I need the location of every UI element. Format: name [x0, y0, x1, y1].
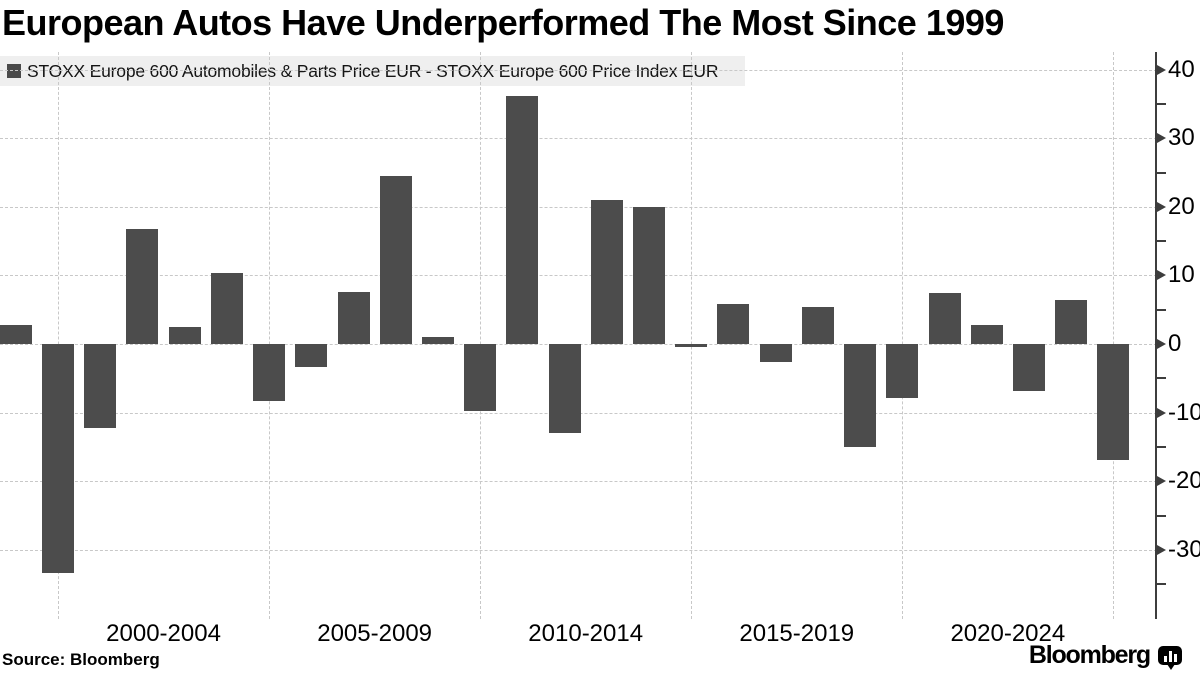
bar-2012 — [548, 344, 581, 434]
bar-2003 — [168, 326, 201, 344]
bar-2024 — [1055, 300, 1088, 344]
bar-2004 — [210, 273, 243, 344]
x-axis-label: 2020-2024 — [950, 620, 1066, 647]
bar-2022 — [970, 324, 1003, 344]
bloomberg-branding: Bloomberg — [1029, 641, 1182, 670]
x-axis-label: 2010-2014 — [528, 620, 644, 647]
x-axis-label: 2005-2009 — [317, 620, 433, 647]
y-minor-tick — [1155, 377, 1166, 380]
y-minor-tick — [1155, 583, 1166, 586]
x-axis-label: 2000-2004 — [106, 620, 221, 647]
y-tick-label: 0 — [1168, 330, 1182, 357]
bar-2006 — [295, 344, 328, 368]
y-tick-arrow — [1157, 407, 1166, 418]
bar-2010 — [464, 344, 497, 411]
bar-2007 — [337, 291, 370, 344]
y-tick-arrow — [1157, 544, 1166, 555]
bar-2015 — [675, 344, 708, 348]
bar-2018 — [801, 306, 834, 344]
y-minor-tick — [1155, 308, 1166, 311]
y-tick-arrow — [1157, 270, 1166, 281]
y-tick-label: 20 — [1168, 192, 1195, 220]
y-gridline — [0, 206, 1157, 208]
y-tick-label: -10 — [1168, 398, 1200, 426]
y-tick-label: -20 — [1168, 467, 1200, 495]
y-minor-tick — [1155, 514, 1166, 517]
x-axis-label: 2015-2019 — [739, 620, 855, 647]
y-tick-arrow — [1157, 339, 1166, 349]
y-gridline — [0, 549, 1157, 551]
bar-2009 — [421, 337, 454, 344]
bar-2019 — [844, 344, 877, 447]
chart-title: European Autos Have Underperformed The M… — [2, 2, 1004, 43]
y-gridline — [0, 138, 1157, 140]
bar-2025 — [1097, 344, 1130, 460]
bar-2020 — [886, 344, 919, 398]
y-tick-arrow — [1157, 64, 1166, 75]
y-axis-line — [1155, 52, 1157, 619]
bar-2002 — [126, 229, 159, 344]
x-gridline — [269, 52, 271, 619]
source-note: Source: Bloomberg — [2, 650, 160, 669]
x-gridline — [480, 52, 482, 619]
bloomberg-wordmark: Bloomberg — [1028, 641, 1151, 669]
y-minor-tick — [1155, 445, 1166, 448]
y-tick-arrow — [1157, 201, 1166, 212]
y-gridline — [0, 275, 1157, 277]
legend-swatch-icon — [7, 64, 21, 78]
y-minor-tick — [1155, 240, 1166, 243]
bar-2014 — [633, 206, 666, 344]
bar-2011 — [506, 95, 539, 344]
y-tick-label: 10 — [1168, 261, 1195, 289]
bar-2005 — [253, 344, 286, 401]
bar-2017 — [759, 344, 792, 362]
y-gridline — [0, 481, 1157, 483]
bar-2016 — [717, 303, 750, 344]
bar-1999 — [0, 324, 32, 344]
y-minor-tick — [1155, 102, 1166, 105]
bar-2000 — [42, 344, 74, 574]
bar-2021 — [928, 292, 961, 344]
y-tick-label: -30 — [1168, 535, 1200, 563]
y-tick-arrow — [1157, 133, 1166, 144]
y-tick-arrow — [1157, 476, 1166, 487]
bar-2013 — [590, 199, 623, 344]
x-gridline — [58, 52, 59, 619]
x-gridline — [902, 52, 904, 619]
y-tick-label: 40 — [1168, 55, 1195, 83]
y-tick-label: 30 — [1168, 124, 1195, 152]
bar-2023 — [1012, 344, 1045, 392]
bar-2008 — [379, 175, 412, 344]
legend: STOXX Europe 600 Automobiles & Parts Pri… — [0, 56, 745, 86]
x-gridline — [691, 52, 693, 619]
y-minor-tick — [1155, 171, 1166, 174]
x-gridline — [1113, 52, 1115, 619]
bar-2001 — [84, 344, 117, 429]
y-gridline — [0, 69, 1157, 71]
bloomberg-terminal-icon — [1158, 646, 1182, 670]
